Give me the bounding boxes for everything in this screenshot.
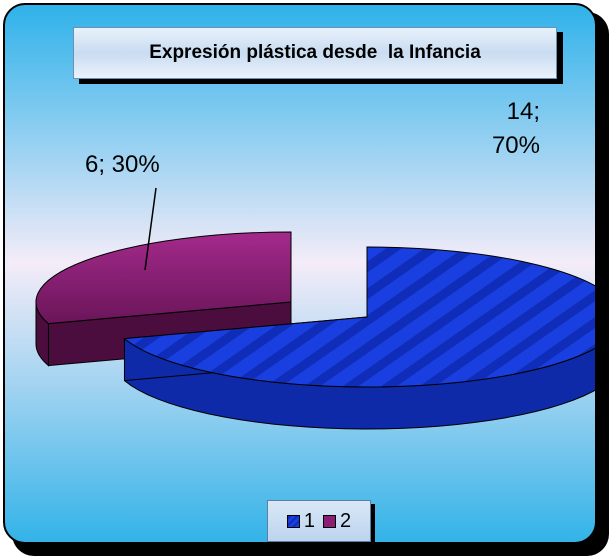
legend-item-1: 1 [286, 509, 315, 533]
legend-swatch-1 [286, 514, 300, 528]
legend: 1 2 [267, 500, 371, 542]
pie-slices [35, 231, 595, 430]
leader-line-2 [144, 187, 157, 271]
data-label-1: 14; 70% [492, 98, 540, 159]
chart-title: Expresión plástica desde la Infancia [73, 27, 557, 79]
legend-label-2: 2 [340, 509, 352, 532]
data-label-2: 6; 30% [85, 151, 160, 178]
pie-slice-2 [35, 231, 292, 325]
pie-chart: 14; 70% 6; 30% [35, 98, 595, 430]
pie-slice-1 [123, 246, 595, 388]
legend-item-2: 2 [323, 510, 351, 533]
legend-swatch-2 [323, 514, 336, 528]
data-labels: 14; 70% 6; 30% [85, 98, 540, 271]
chart-area: Expresión plástica desde la Infancia 14;… [3, 3, 597, 544]
legend-label-1: 1 [303, 509, 315, 532]
